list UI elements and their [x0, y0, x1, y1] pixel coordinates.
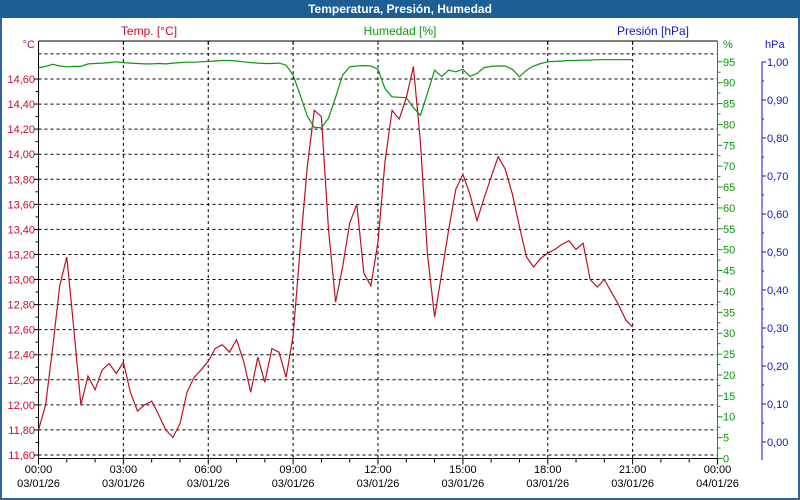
humidity-axis-tick-label: 35: [723, 307, 735, 319]
x-axis-time-label: 03:00: [110, 464, 138, 476]
pressure-axis-tick-label: 0,90: [767, 95, 788, 107]
x-axis-time-label: 06:00: [194, 464, 222, 476]
x-axis-date-label: 03/01/26: [17, 478, 60, 490]
temp-axis-tick-label: 11,60: [8, 450, 35, 462]
x-axis-date-label: 03/01/26: [187, 478, 230, 490]
humidity-axis-tick-label: 0: [723, 454, 729, 466]
temp-axis-tick-label: 14,20: [7, 124, 35, 136]
x-axis-date-label: 03/01/26: [272, 478, 315, 490]
pressure-axis-tick-label: 0,00: [767, 437, 788, 449]
axis-ticks: [33, 41, 766, 465]
humidity-axis-tick-label: 95: [723, 57, 735, 69]
x-axis-time-label: 18:00: [534, 464, 562, 476]
humidity-axis-tick-label: 50: [723, 245, 735, 257]
x-axis-time-label: 00:00: [25, 464, 53, 476]
temp-axis-tick-label: 13,80: [7, 174, 35, 186]
humidity-axis-tick-label: 25: [723, 349, 735, 361]
humidity-axis-tick-label: 5: [723, 433, 729, 445]
temp-axis-tick-label: 13,20: [7, 249, 35, 261]
pressure-axis-tick-label: 0,30: [767, 323, 788, 335]
humidity-axis-tick-label: 55: [723, 224, 735, 236]
pressure-axis-tick-label: 0,60: [767, 209, 788, 221]
humidity-axis-tick-label: 10: [723, 412, 735, 424]
x-axis-time-label: 15:00: [449, 464, 477, 476]
temp-axis-tick-label: 12,60: [7, 325, 35, 337]
legend-pressure: Presión [hPa]: [616, 24, 690, 38]
title-bar: Temperatura, Presión, Humedad: [0, 0, 800, 18]
x-axis-time-label: 09:00: [279, 464, 307, 476]
pressure-axis-tick-label: 0,50: [767, 247, 788, 259]
humidity-axis-unit: %: [723, 39, 733, 51]
pressure-axis-tick-label: 0,20: [767, 361, 788, 373]
humidity-axis-tick-label: 20: [723, 370, 735, 382]
x-axis-date-label: 04/01/26: [696, 478, 739, 490]
temp-axis-tick-label: 14,60: [7, 74, 35, 86]
temp-axis-tick-label: 12,80: [7, 300, 35, 312]
pressure-axis-tick-label: 1,00: [767, 57, 788, 69]
x-axis-date-label: 03/01/26: [441, 478, 484, 490]
humidity-axis-tick-label: 80: [723, 119, 735, 131]
humidity-axis-tick-label: 15: [723, 391, 735, 403]
window-title: Temperatura, Presión, Humedad: [308, 2, 492, 16]
legend-temperature: Temp. [°C]: [120, 24, 178, 38]
axis-labels: 14,60 14,40 14,20 14,00 13,80 13,60 13,40 13,20…: [7, 57, 788, 490]
x-axis-date-label: 03/01/26: [102, 478, 145, 490]
temp-axis-tick-label: 13,00: [7, 275, 35, 287]
temp-axis-unit: °C: [22, 39, 35, 51]
temp-axis-tick-label: 11,80: [8, 425, 35, 437]
temp-axis-tick-label: 12,40: [7, 350, 35, 362]
temp-axis-tick-label: 14,00: [7, 149, 35, 161]
x-axis-time-label: 21:00: [619, 464, 647, 476]
pressure-axis-unit: hPa: [765, 39, 785, 51]
humidity-axis-tick-label: 90: [723, 78, 735, 90]
temp-line: [37, 66, 634, 439]
x-axis-time-label: 12:00: [364, 464, 392, 476]
humidity-axis-tick-label: 65: [723, 182, 735, 194]
legend-humidity: Humedad [%]: [363, 24, 437, 38]
humidity-axis-tick-label: 40: [723, 286, 735, 298]
x-axis-time-label: 00:00: [704, 464, 732, 476]
temp-axis-tick-label: 12,00: [7, 400, 35, 412]
humidity-axis-tick-label: 85: [723, 99, 735, 111]
temp-axis-tick-label: 13,60: [7, 199, 35, 211]
x-axis-date-label: 03/01/26: [357, 478, 400, 490]
pressure-axis-tick-label: 0,10: [767, 399, 788, 411]
temp-axis-tick-label: 13,40: [7, 224, 35, 236]
humidity-axis-tick-label: 60: [723, 203, 735, 215]
x-axis-date-label: 03/01/26: [611, 478, 654, 490]
humidity-axis-tick-label: 70: [723, 161, 735, 173]
pressure-axis-tick-label: 0,40: [767, 285, 788, 297]
temp-axis-tick-label: 14,40: [7, 99, 35, 111]
pressure-axis-tick-label: 0,70: [767, 171, 788, 183]
x-axis-date-label: 03/01/26: [526, 478, 569, 490]
humidity-axis-tick-label: 45: [723, 266, 735, 278]
humidity-axis-tick-label: 30: [723, 328, 735, 340]
plot-grid: [38, 41, 718, 459]
temp-axis-tick-label: 12,20: [7, 375, 35, 387]
humidity-axis-tick-label: 75: [723, 140, 735, 152]
humidity-line: [38, 59, 633, 129]
pressure-axis-tick-label: 0,80: [767, 133, 788, 145]
